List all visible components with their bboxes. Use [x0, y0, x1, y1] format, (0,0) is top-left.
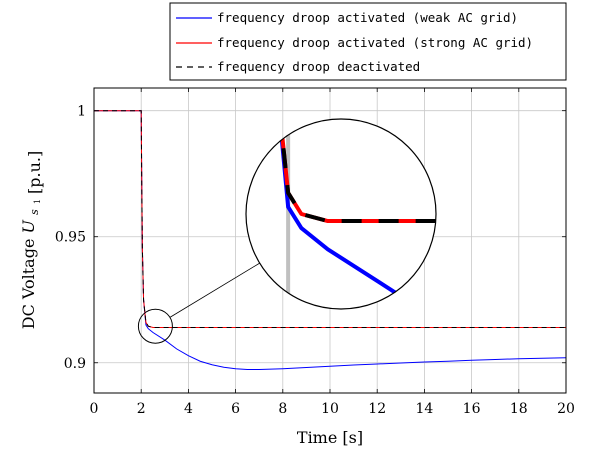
series-line [94, 110, 566, 328]
plot-frame [93, 87, 567, 394]
x-tick-label: 0 [90, 401, 99, 417]
legend-label: frequency droop activated (strong AC gri… [217, 35, 533, 50]
y-tick-label: 0.9 [64, 356, 86, 372]
legend-entry: frequency droop activated (strong AC gri… [176, 35, 533, 50]
y-axis-label-subscript: s [28, 209, 41, 215]
x-tick-label: 14 [415, 401, 433, 417]
legend: frequency droop activated (weak AC grid)… [169, 2, 567, 81]
y-tick-label: 0.95 [55, 230, 86, 246]
legend-label: frequency droop deactivated [217, 59, 420, 74]
zoom-source-circle [137, 308, 173, 344]
x-tick-label: 16 [463, 401, 481, 417]
zoom-inset-border [245, 118, 437, 310]
x-axis-label: Time [s] [297, 428, 363, 447]
y-axis-label-symbol: U [19, 219, 38, 233]
zoom-series-line [246, 119, 436, 224]
x-tick-label: 4 [184, 401, 193, 417]
legend-box [169, 2, 567, 81]
y-tick-label: 1 [77, 104, 86, 120]
tick-labels: 0 2 4 6 8 10 12 14 16 18 20 0.9 0.95 1 [55, 104, 575, 417]
y-axis-label-main: DC Voltage [19, 239, 38, 330]
x-tick-label: 20 [557, 401, 575, 417]
svg-text:DC Voltage U: DC Voltage U s 1 [p.u.] [19, 151, 44, 329]
zoom-inset-background [246, 119, 436, 309]
legend-label: frequency droop activated (weak AC grid) [217, 10, 518, 25]
zoom-leader-line [169, 262, 260, 318]
x-tick-label: 18 [510, 401, 528, 417]
x-tick-label: 12 [368, 401, 386, 417]
x-tick-label: 8 [278, 401, 287, 417]
y-axis-label-subsubscript: 1 [33, 199, 42, 204]
legend-entry: frequency droop activated (weak AC grid) [176, 10, 518, 25]
x-tick-label: 6 [231, 401, 240, 417]
series-group [94, 110, 566, 371]
legend-entry: frequency droop deactivated [176, 59, 420, 74]
y-axis-label-unit: [p.u.] [25, 151, 44, 194]
y-axis-label: DC Voltage U s 1 [p.u.] [19, 151, 44, 329]
x-tick-label: 10 [321, 401, 339, 417]
x-tick-label: 2 [137, 401, 146, 417]
